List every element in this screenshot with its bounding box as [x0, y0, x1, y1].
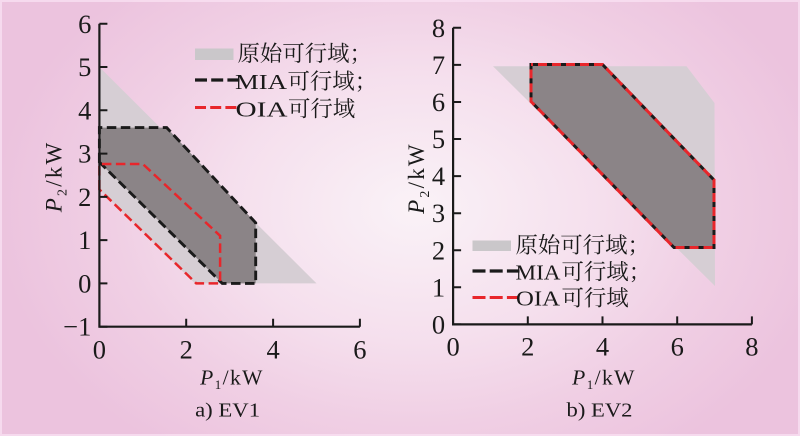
svg-text:4: 4 — [432, 161, 445, 191]
svg-text:6: 6 — [353, 334, 366, 364]
svg-text:b) EV2: b) EV2 — [567, 399, 633, 421]
svg-text:5: 5 — [432, 124, 445, 154]
svg-text:P1/kW: P1/kW — [571, 366, 636, 393]
svg-text:MIA: MIA — [516, 261, 561, 285]
svg-text:OIA: OIA — [236, 98, 289, 122]
svg-text:6: 6 — [432, 87, 445, 117]
svg-text:0: 0 — [446, 332, 459, 362]
svg-text:4: 4 — [266, 334, 279, 364]
svg-text:P1/kW: P1/kW — [199, 366, 264, 393]
svg-text:1: 1 — [432, 272, 445, 302]
svg-text:8: 8 — [745, 332, 758, 362]
svg-text:1: 1 — [78, 225, 91, 255]
svg-text:6: 6 — [671, 332, 684, 362]
svg-text:0: 0 — [78, 268, 91, 298]
svg-text:4: 4 — [596, 332, 609, 362]
svg-text:−1: −1 — [63, 312, 91, 342]
svg-text:6: 6 — [78, 9, 91, 39]
svg-text:3: 3 — [432, 198, 445, 228]
svg-text:3: 3 — [78, 139, 91, 169]
svg-text:4: 4 — [78, 95, 91, 125]
svg-text:7: 7 — [432, 50, 445, 80]
svg-text:P2/kW: P2/kW — [404, 142, 433, 215]
svg-text:2: 2 — [521, 332, 534, 362]
svg-text:2: 2 — [78, 182, 91, 212]
svg-text:MIA: MIA — [235, 70, 288, 94]
svg-text:8: 8 — [432, 13, 445, 43]
svg-text:2: 2 — [180, 334, 193, 364]
svg-text:2: 2 — [432, 235, 445, 265]
svg-text:OIA: OIA — [516, 287, 561, 311]
svg-text:a) EV1: a) EV1 — [195, 399, 260, 421]
svg-text:P2/kW: P2/kW — [42, 141, 71, 214]
svg-text:5: 5 — [78, 52, 91, 82]
svg-text:0: 0 — [432, 309, 445, 339]
svg-text:0: 0 — [93, 334, 106, 364]
